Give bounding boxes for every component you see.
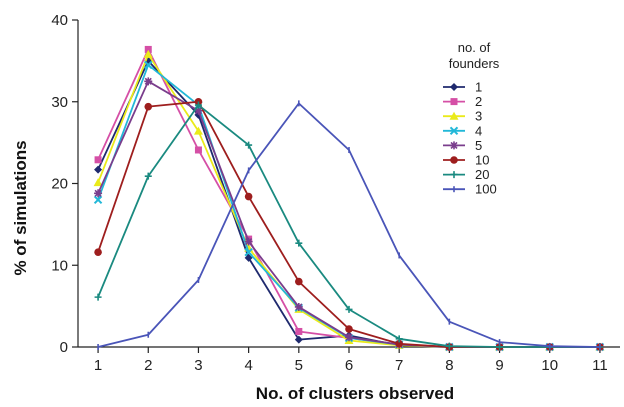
x-tick-label: 11 xyxy=(592,357,608,374)
data-point xyxy=(193,126,203,135)
data-point xyxy=(244,237,253,246)
data-point xyxy=(294,335,303,344)
data-point xyxy=(144,60,153,70)
y-tick-label: 40 xyxy=(51,12,68,29)
data-point xyxy=(144,45,152,53)
data-point xyxy=(143,49,153,58)
legend-item-100: 100 xyxy=(443,182,497,197)
data-point xyxy=(244,253,253,262)
data-point xyxy=(445,342,453,350)
legend-item-1: 1 xyxy=(443,80,482,95)
series-line-4 xyxy=(97,64,600,348)
data-point xyxy=(295,277,303,286)
data-point xyxy=(94,293,102,301)
legend-item-10: 10 xyxy=(443,153,489,168)
legend-label: 100 xyxy=(475,182,497,197)
y-tick-label: 0 xyxy=(60,339,68,356)
legend-marker xyxy=(449,111,459,120)
y-tick-label: 20 xyxy=(51,176,68,193)
data-point xyxy=(144,77,153,86)
data-point xyxy=(194,101,202,109)
data-point xyxy=(244,192,253,201)
legend-marker xyxy=(450,98,458,106)
y-tick-label: 10 xyxy=(51,257,68,274)
x-tick-label: 7 xyxy=(395,357,403,374)
legend-label: 1 xyxy=(475,80,482,95)
x-tick-label: 6 xyxy=(345,357,353,374)
data-point xyxy=(144,172,152,180)
series-2 xyxy=(94,45,604,351)
data-point xyxy=(295,239,303,247)
y-axis-title: % of simulations xyxy=(11,140,30,275)
legend-marker xyxy=(450,156,458,164)
x-tick-label: 2 xyxy=(144,357,152,374)
legend-label: 10 xyxy=(475,153,489,168)
data-point xyxy=(94,165,103,174)
legend-label: 20 xyxy=(475,167,489,182)
x-tick-label: 10 xyxy=(541,357,558,374)
series-100 xyxy=(97,100,601,350)
legend-item-3: 3 xyxy=(443,109,482,124)
legend-title: no. of founders xyxy=(449,40,500,71)
data-point xyxy=(395,339,403,348)
legend-label: 4 xyxy=(475,123,482,138)
data-point xyxy=(144,102,153,111)
y-tick-label: 30 xyxy=(51,94,68,111)
x-tick-label: 8 xyxy=(445,357,453,374)
data-point xyxy=(345,333,353,342)
legend-item-4: 4 xyxy=(443,123,482,138)
legend-label: 3 xyxy=(475,109,482,124)
data-point xyxy=(295,327,303,335)
x-tick-label: 5 xyxy=(295,357,303,374)
data-point xyxy=(93,178,103,187)
data-point xyxy=(194,106,203,115)
legend-label: 5 xyxy=(475,138,482,153)
data-point xyxy=(345,305,353,313)
x-tick-label: 4 xyxy=(244,357,252,374)
legend-label: 2 xyxy=(475,94,482,109)
x-tick-label: 9 xyxy=(495,357,503,374)
legend-marker xyxy=(449,126,459,136)
data-point xyxy=(245,141,253,149)
legend-marker xyxy=(450,83,458,91)
data-point xyxy=(244,247,253,257)
legend-item-20: 20 xyxy=(443,167,489,182)
data-point xyxy=(94,248,102,256)
data-point xyxy=(345,325,353,333)
data-point xyxy=(93,195,103,205)
data-point xyxy=(194,146,202,154)
series-layer xyxy=(93,45,605,352)
legend-marker xyxy=(450,171,458,179)
legend-marker xyxy=(450,141,458,150)
data-point xyxy=(294,302,303,311)
x-axis-title: No. of clusters observed xyxy=(256,384,454,403)
series-20 xyxy=(94,101,604,351)
x-tick-label: 1 xyxy=(94,357,102,374)
x-tick-label: 3 xyxy=(194,357,202,374)
data-point xyxy=(94,156,102,164)
data-point xyxy=(94,189,103,198)
data-point xyxy=(395,335,403,343)
legend-item-5: 5 xyxy=(443,138,482,153)
legend-item-2: 2 xyxy=(443,94,482,109)
